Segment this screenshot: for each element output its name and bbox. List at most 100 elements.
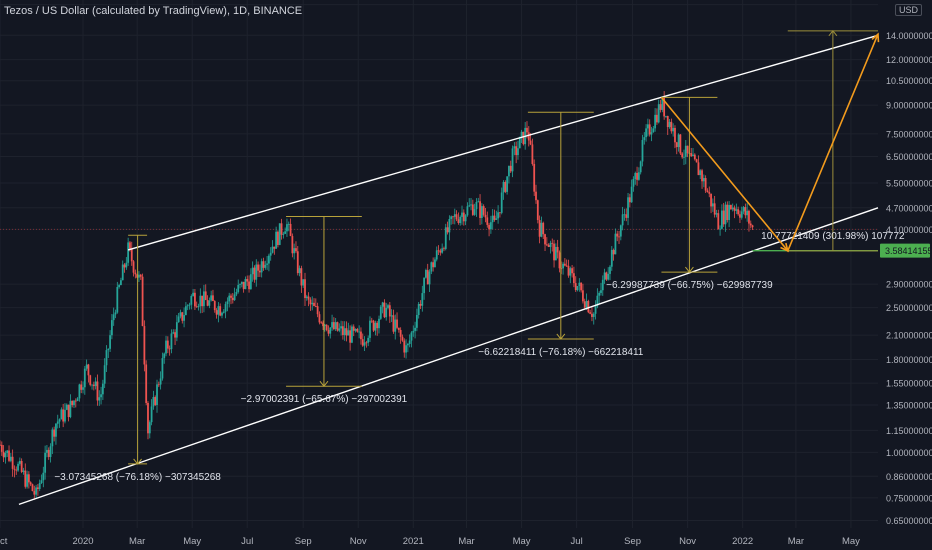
candle-body[interactable] bbox=[522, 131, 525, 145]
candle-body[interactable] bbox=[547, 244, 550, 248]
candle-body[interactable] bbox=[646, 124, 649, 129]
candle-body[interactable] bbox=[190, 295, 193, 305]
candle-body[interactable] bbox=[208, 300, 211, 306]
candle-body[interactable] bbox=[692, 154, 694, 157]
candle-body[interactable] bbox=[112, 314, 115, 321]
candle-body[interactable] bbox=[27, 474, 30, 483]
candle-body[interactable] bbox=[222, 311, 225, 313]
candle-body[interactable] bbox=[484, 214, 487, 218]
candle-body[interactable] bbox=[302, 279, 305, 286]
candle-body[interactable] bbox=[284, 231, 287, 234]
candle-body[interactable] bbox=[573, 273, 575, 284]
candle-body[interactable] bbox=[105, 350, 108, 366]
candle-body[interactable] bbox=[83, 368, 86, 388]
candle-body[interactable] bbox=[277, 231, 279, 245]
candle-body[interactable] bbox=[462, 212, 465, 222]
candle-body[interactable] bbox=[722, 210, 725, 225]
candle-body[interactable] bbox=[157, 384, 160, 386]
candle-body[interactable] bbox=[217, 306, 220, 315]
candle-body[interactable] bbox=[394, 319, 397, 332]
candle-body[interactable] bbox=[329, 327, 332, 334]
candle-body[interactable] bbox=[253, 267, 256, 280]
candle-body[interactable] bbox=[237, 284, 240, 292]
candle-body[interactable] bbox=[500, 192, 503, 213]
candle-body[interactable] bbox=[53, 429, 56, 437]
candle-body[interactable] bbox=[396, 319, 398, 328]
candle-body[interactable] bbox=[542, 222, 545, 235]
candle-body[interactable] bbox=[278, 223, 281, 245]
candle-body[interactable] bbox=[430, 262, 433, 272]
candle-body[interactable] bbox=[271, 246, 274, 253]
candle-body[interactable] bbox=[740, 211, 743, 218]
candle-body[interactable] bbox=[643, 137, 646, 140]
candle-body[interactable] bbox=[94, 381, 97, 387]
candle-body[interactable] bbox=[92, 384, 95, 387]
candle-body[interactable] bbox=[129, 242, 131, 249]
candle-body[interactable] bbox=[441, 248, 444, 253]
candle-body[interactable] bbox=[598, 292, 601, 296]
time-axis[interactable]: Oct 2020 Mar May Jul Sep Nov 2021 Mar May Jul Sep No… bbox=[0, 536, 860, 547]
candle-body[interactable] bbox=[448, 218, 451, 233]
candle-body[interactable] bbox=[219, 306, 222, 316]
candle-body[interactable] bbox=[11, 456, 14, 469]
candle-body[interactable] bbox=[314, 306, 317, 307]
candle-body[interactable] bbox=[499, 212, 501, 214]
candle-body[interactable] bbox=[148, 422, 151, 434]
candle-body[interactable] bbox=[569, 268, 572, 276]
candle-body[interactable] bbox=[589, 312, 592, 314]
candle-body[interactable] bbox=[215, 310, 218, 315]
candle-body[interactable] bbox=[100, 394, 102, 398]
candle-body[interactable] bbox=[381, 302, 384, 307]
candle-body[interactable] bbox=[739, 214, 741, 218]
candle-body[interactable] bbox=[473, 209, 476, 215]
candle-body[interactable] bbox=[51, 429, 54, 447]
candle-body[interactable] bbox=[518, 136, 521, 149]
candle-body[interactable] bbox=[249, 274, 252, 290]
candle-body[interactable] bbox=[414, 327, 416, 331]
candle-body[interactable] bbox=[60, 409, 63, 420]
candle-body[interactable] bbox=[677, 134, 680, 148]
candle-body[interactable] bbox=[322, 322, 324, 327]
channel-lines[interactable] bbox=[18, 34, 879, 506]
candle-body[interactable] bbox=[258, 270, 261, 273]
candle-body[interactable] bbox=[580, 282, 583, 291]
candle-body[interactable] bbox=[309, 299, 312, 305]
candle-body[interactable] bbox=[466, 206, 469, 216]
candle-body[interactable] bbox=[36, 487, 39, 490]
candle-body[interactable] bbox=[56, 421, 59, 424]
candle-body[interactable] bbox=[363, 342, 366, 346]
candle-body[interactable] bbox=[657, 104, 660, 123]
candle-body[interactable] bbox=[358, 331, 361, 333]
candle-body[interactable] bbox=[305, 296, 308, 299]
candle-body[interactable] bbox=[690, 153, 693, 157]
candle-body[interactable] bbox=[186, 305, 189, 307]
candle-body[interactable] bbox=[630, 186, 633, 203]
candle-body[interactable] bbox=[425, 270, 427, 278]
candle-body[interactable] bbox=[443, 248, 445, 250]
candle-body[interactable] bbox=[203, 291, 205, 307]
candle-body[interactable] bbox=[434, 259, 436, 268]
candle-body[interactable] bbox=[428, 271, 431, 285]
candle-body[interactable] bbox=[188, 304, 191, 306]
candle-body[interactable] bbox=[529, 140, 532, 145]
candle-body[interactable] bbox=[628, 197, 631, 203]
candle-body[interactable] bbox=[47, 449, 50, 457]
candle-body[interactable] bbox=[338, 328, 341, 331]
candle-body[interactable] bbox=[365, 342, 368, 344]
candle-body[interactable] bbox=[726, 204, 729, 221]
candle-body[interactable] bbox=[184, 306, 187, 316]
candle-body[interactable] bbox=[233, 294, 236, 301]
candle-body[interactable] bbox=[459, 216, 462, 223]
candle-body[interactable] bbox=[751, 225, 754, 228]
candle-body[interactable] bbox=[650, 132, 653, 135]
candle-body[interactable] bbox=[408, 340, 411, 344]
candle-body[interactable] bbox=[372, 320, 375, 331]
candle-body[interactable] bbox=[513, 146, 516, 149]
candle-body[interactable] bbox=[403, 340, 406, 353]
candle-body[interactable] bbox=[349, 330, 352, 343]
candle-body[interactable] bbox=[228, 295, 231, 302]
candle-body[interactable] bbox=[385, 307, 388, 318]
candle-body[interactable] bbox=[536, 200, 539, 221]
candle-body[interactable] bbox=[533, 163, 536, 192]
candle-body[interactable] bbox=[419, 303, 422, 306]
